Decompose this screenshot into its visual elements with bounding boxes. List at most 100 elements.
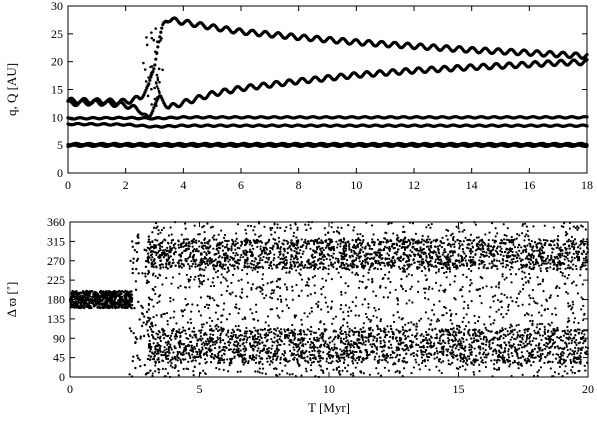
data-point: [270, 292, 273, 295]
data-point: [313, 274, 317, 277]
data-point: [134, 288, 138, 292]
data-point: [150, 36, 154, 40]
data-point: [580, 332, 583, 335]
data-point: [344, 304, 347, 307]
data-point: [256, 245, 259, 248]
data-point: [159, 231, 162, 234]
data-point: [154, 50, 157, 53]
data-point: [172, 298, 175, 301]
data-point: [488, 255, 491, 258]
data-point: [457, 227, 460, 230]
data-point: [139, 337, 142, 340]
data-point: [82, 306, 86, 310]
data-point: [458, 261, 461, 264]
data-point: [582, 342, 585, 345]
data-point: [323, 323, 326, 326]
data-point: [272, 289, 276, 292]
data-point: [380, 268, 383, 271]
data-point: [461, 285, 464, 289]
data-point: [150, 31, 153, 34]
data-point: [262, 255, 265, 259]
data-point: [431, 328, 434, 331]
data-point: [254, 329, 257, 332]
data-point: [140, 324, 144, 328]
y-tick-label: 10: [51, 110, 63, 124]
data-point: [296, 333, 300, 336]
data-point: [569, 240, 572, 243]
data-point: [433, 344, 436, 347]
data-point: [143, 363, 147, 367]
data-point: [141, 306, 144, 309]
data-point: [526, 333, 529, 337]
data-point: [568, 342, 571, 345]
data-point: [455, 225, 458, 228]
data-point: [160, 26, 164, 30]
data-point: [143, 68, 147, 71]
data-point: [452, 353, 455, 356]
data-point: [162, 256, 166, 259]
data-point: [478, 370, 481, 373]
data-point: [147, 371, 150, 374]
data-point: [434, 260, 437, 264]
data-point: [494, 227, 497, 230]
data-point: [81, 290, 85, 294]
data-point: [166, 319, 169, 323]
data-point: [495, 259, 498, 262]
data-point: [412, 323, 415, 326]
data-point: [219, 341, 222, 344]
data-point: [108, 306, 111, 310]
data-point: [141, 272, 144, 275]
data-point: [147, 235, 151, 238]
data-point: [558, 286, 561, 290]
data-point: [184, 222, 187, 225]
data-point: [306, 266, 309, 269]
data-point: [121, 290, 124, 293]
data-point: [137, 300, 140, 304]
data-point: [201, 326, 204, 329]
data-point: [551, 360, 554, 364]
data-point: [131, 359, 134, 363]
data-point: [474, 321, 477, 325]
data-point: [307, 223, 310, 227]
data-point: [150, 103, 153, 106]
data-point: [362, 341, 365, 344]
data-point: [516, 233, 519, 236]
data-point: [566, 292, 570, 295]
data-point: [347, 364, 350, 367]
data-point: [99, 289, 103, 293]
data-point: [137, 236, 140, 239]
data-point: [461, 295, 464, 298]
data-point: [155, 96, 159, 99]
data-point: [88, 306, 92, 309]
data-point: [222, 236, 226, 240]
data-point: [421, 359, 425, 362]
data-point: [332, 368, 335, 371]
data-point: [150, 71, 153, 75]
data-point: [134, 340, 137, 344]
data-point: [91, 296, 94, 299]
y-tick-label: 20: [51, 55, 63, 69]
data-point: [91, 301, 95, 305]
data-point: [528, 294, 531, 297]
data-point: [434, 281, 438, 285]
x-tick-label: 10: [350, 178, 362, 192]
data-point: [325, 257, 328, 261]
data-point: [455, 324, 459, 327]
data-point: [583, 333, 586, 336]
data-point: [335, 240, 338, 243]
data-point: [459, 359, 462, 363]
data-point: [155, 85, 159, 88]
data-point: [383, 341, 386, 344]
x-tick-label: 2: [123, 178, 129, 192]
data-point: [169, 364, 172, 367]
data-point: [144, 275, 147, 278]
data-point: [144, 88, 148, 92]
data-point: [299, 268, 302, 271]
data-point: [193, 224, 196, 227]
data-point: [320, 287, 323, 291]
data-point: [192, 370, 195, 373]
data-point: [73, 303, 77, 307]
data-point: [351, 271, 354, 274]
data-point: [391, 356, 394, 359]
